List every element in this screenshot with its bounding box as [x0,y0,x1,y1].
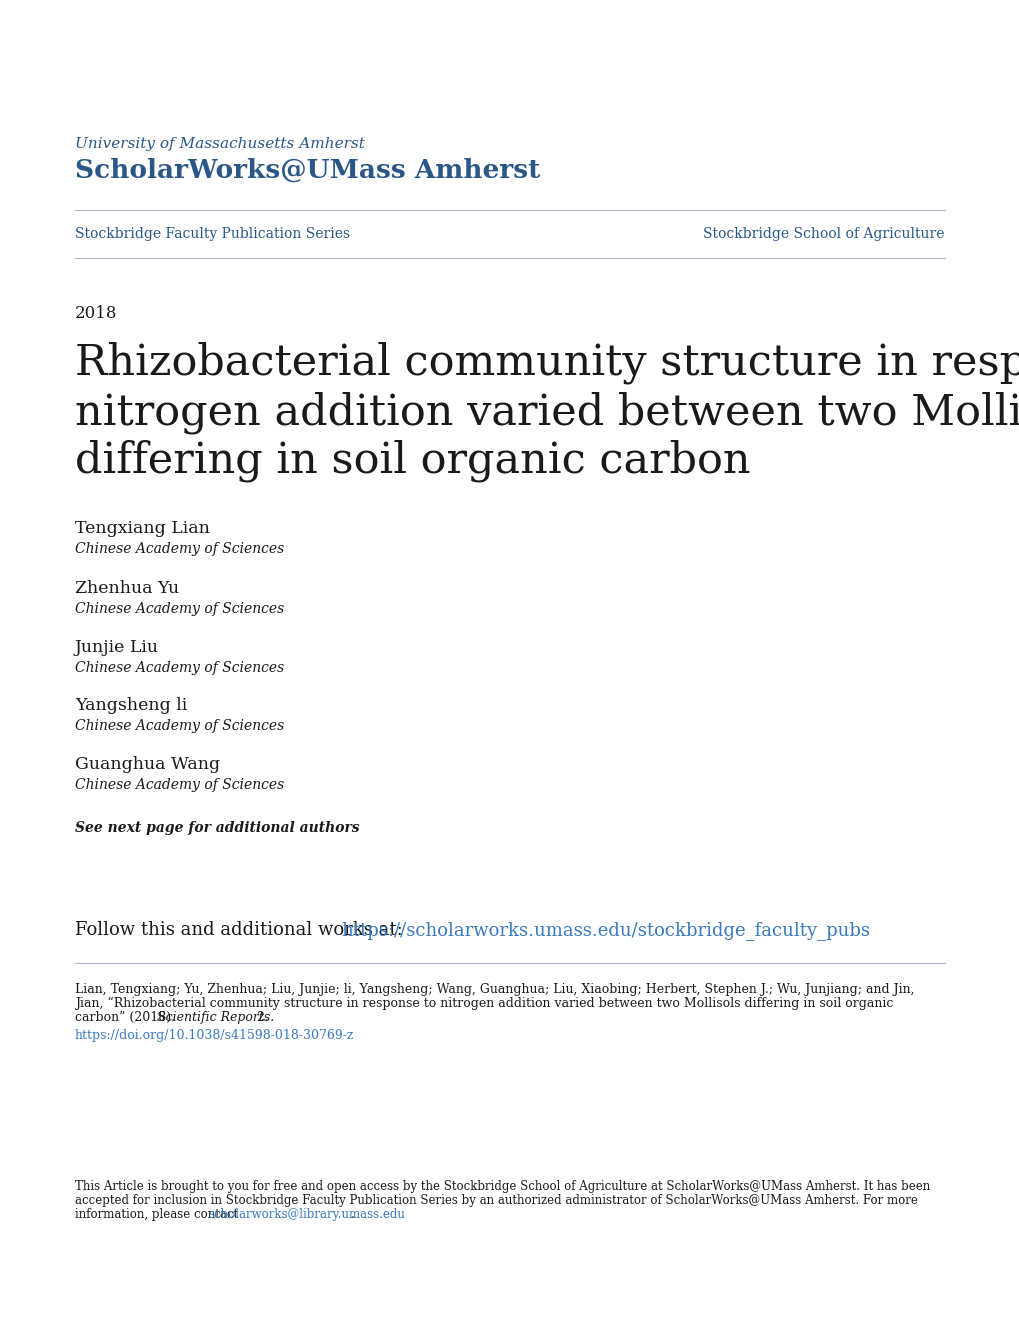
Text: 2018: 2018 [75,305,117,322]
Text: See next page for additional authors: See next page for additional authors [75,821,359,836]
Text: https://scholarworks.umass.edu/stockbridge_faculty_pubs: https://scholarworks.umass.edu/stockbrid… [341,921,869,940]
Text: Chinese Academy of Sciences: Chinese Academy of Sciences [75,543,284,556]
Text: 2.: 2. [254,1011,269,1024]
Text: accepted for inclusion in Stockbridge Faculty Publication Series by an authorize: accepted for inclusion in Stockbridge Fa… [75,1195,917,1206]
Text: Chinese Academy of Sciences: Chinese Academy of Sciences [75,602,284,616]
Text: Lian, Tengxiang; Yu, Zhenhua; Liu, Junjie; li, Yangsheng; Wang, Guanghua; Liu, X: Lian, Tengxiang; Yu, Zhenhua; Liu, Junji… [75,983,914,997]
Text: .: . [351,1208,354,1221]
Text: Guanghua Wang: Guanghua Wang [75,756,220,774]
Text: ScholarWorks@UMass Amherst: ScholarWorks@UMass Amherst [75,158,540,183]
Text: Tengxiang Lian: Tengxiang Lian [75,520,210,537]
Text: Jian, “Rhizobacterial community structure in response to nitrogen addition varie: Jian, “Rhizobacterial community structur… [75,997,893,1010]
Text: Scientific Reports.: Scientific Reports. [157,1011,273,1024]
Text: Stockbridge Faculty Publication Series: Stockbridge Faculty Publication Series [75,227,350,242]
Text: Yangsheng li: Yangsheng li [75,697,187,714]
Text: This Article is brought to you for free and open access by the Stockbridge Schoo: This Article is brought to you for free … [75,1180,929,1193]
Text: scholarworks@library.umass.edu: scholarworks@library.umass.edu [208,1208,405,1221]
Text: Chinese Academy of Sciences: Chinese Academy of Sciences [75,661,284,675]
Text: Rhizobacterial community structure in response to: Rhizobacterial community structure in re… [75,342,1019,384]
Text: Stockbridge School of Agriculture: Stockbridge School of Agriculture [703,227,944,242]
Text: carbon” (2018).: carbon” (2018). [75,1011,178,1024]
Text: nitrogen addition varied between two Mollisols: nitrogen addition varied between two Mol… [75,392,1019,434]
Text: differing in soil organic carbon: differing in soil organic carbon [75,440,750,483]
Text: https://doi.org/10.1038/s41598-018-30769-z: https://doi.org/10.1038/s41598-018-30769… [75,1030,354,1041]
Text: information, please contact: information, please contact [75,1208,242,1221]
Text: Junjie Liu: Junjie Liu [75,639,159,656]
Text: Zhenhua Yu: Zhenhua Yu [75,579,179,597]
Text: Chinese Academy of Sciences: Chinese Academy of Sciences [75,777,284,792]
Text: Chinese Academy of Sciences: Chinese Academy of Sciences [75,719,284,733]
Text: Follow this and additional works at:: Follow this and additional works at: [75,921,408,939]
Text: University of Massachusetts Amherst: University of Massachusetts Amherst [75,137,365,150]
